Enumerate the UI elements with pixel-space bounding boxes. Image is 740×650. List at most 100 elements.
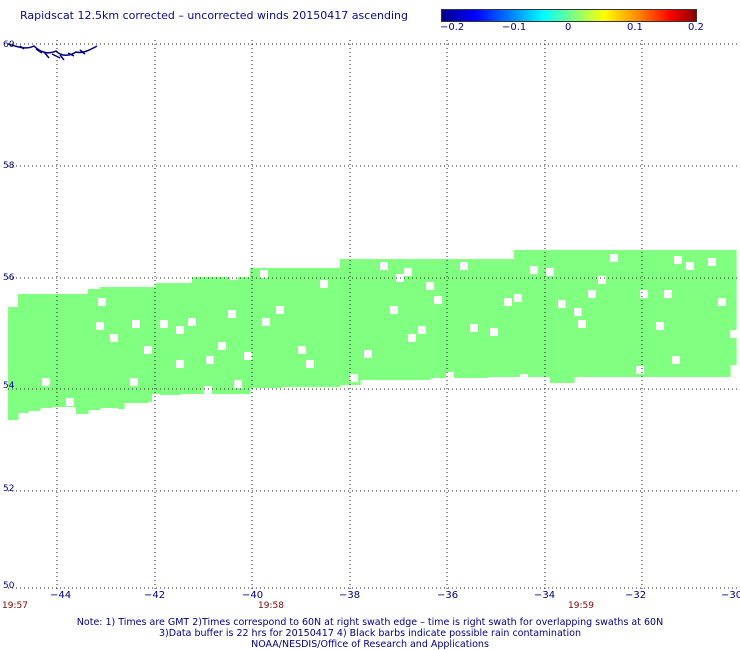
graticule (8, 40, 738, 590)
swath-gap (434, 296, 442, 304)
swath-gap (520, 374, 528, 382)
swath-gap (188, 318, 196, 326)
colorbar-label: −0.2 (440, 22, 465, 33)
swath-gap (234, 380, 242, 388)
swath-cell (76, 294, 89, 414)
swath-gap (98, 298, 106, 306)
swath-gap (470, 324, 478, 332)
swath-cell (526, 250, 539, 377)
swath-cell (598, 250, 611, 377)
swath-cell (168, 283, 181, 395)
swath-cell (136, 287, 149, 403)
colorbar-label: 0 (565, 22, 572, 33)
swath-gap (130, 378, 138, 386)
swath-cell (500, 259, 515, 377)
swath-gap (160, 320, 168, 328)
lon-label: −40 (242, 590, 264, 601)
swath-gap (110, 408, 118, 416)
lon-label: −32 (625, 590, 647, 601)
swath-gap (674, 256, 682, 264)
swath-cell (8, 307, 19, 420)
swath-gap (664, 290, 672, 298)
swath-gap (260, 270, 268, 278)
lon-label: −30 (721, 590, 740, 601)
swath-cell (430, 259, 441, 378)
swath-gap (514, 294, 522, 302)
swath-cell (670, 250, 683, 377)
time-label: 19:58 (258, 601, 284, 611)
swath-cell (294, 268, 307, 387)
swath-cell (610, 250, 623, 377)
swath-gap (206, 356, 214, 364)
colorbar (441, 9, 697, 22)
swath-gap (530, 266, 538, 274)
wind-swath (8, 250, 737, 420)
swath-gap (390, 306, 398, 314)
swath-cell (730, 250, 737, 365)
swath-gap (546, 268, 554, 276)
swath-cell (28, 294, 41, 411)
swath-gap (598, 276, 606, 284)
swath-gap (426, 282, 434, 290)
lon-label: −44 (50, 590, 72, 601)
lon-label: −34 (534, 590, 556, 601)
lat-label: 54 (3, 381, 15, 391)
lat-label: 52 (3, 484, 15, 494)
swath-gap (708, 258, 716, 266)
swath-gap (418, 326, 426, 334)
swath-cell (622, 250, 635, 377)
swath-gap (364, 350, 372, 358)
swath-gap (218, 342, 226, 350)
swath-gap (408, 334, 416, 342)
colorbar-label: −0.1 (502, 22, 527, 33)
swath-cell (550, 250, 563, 383)
swath-gap (244, 352, 252, 360)
swath-cell (682, 250, 695, 377)
swath-cell (40, 294, 53, 408)
footnote-line: NOAA/NESDIS/Office of Research and Appli… (251, 639, 489, 650)
coastline (7, 43, 98, 61)
swath-cell (440, 259, 453, 378)
footnote-line: 3)Data buffer is 22 hrs for 20150417 4) … (159, 628, 581, 639)
swath-cell (340, 259, 351, 385)
swath-gap (42, 378, 50, 386)
swath-gap (578, 320, 586, 328)
swath-gap (672, 356, 680, 364)
swath-cell (228, 277, 241, 394)
swath-cell (64, 294, 77, 407)
swath-gap (66, 398, 74, 406)
swath-gap (204, 386, 212, 394)
swath-gap (350, 374, 358, 382)
swath-gap (54, 410, 62, 418)
swath-cell (562, 250, 575, 383)
swath-cell (112, 287, 125, 409)
swath-gap (686, 262, 694, 270)
swath-gap (588, 290, 596, 298)
swath-cell (148, 287, 157, 402)
swath-gap (276, 306, 284, 314)
time-label: 19:59 (568, 601, 594, 611)
swath-cell (718, 250, 731, 377)
swath-cell (464, 259, 477, 378)
swath-cell (306, 268, 319, 387)
swath-gap (730, 330, 738, 338)
swath-gap (176, 360, 184, 368)
swath-gap (446, 372, 454, 380)
swath-cell (360, 259, 373, 380)
time-label: 19:57 (2, 601, 28, 611)
lat-label: 56 (3, 273, 15, 283)
lat-label: 50 (3, 581, 15, 591)
swath-gap (152, 394, 160, 402)
swath-cell (706, 250, 719, 377)
lon-label: −38 (339, 590, 361, 601)
swath-gap (574, 308, 582, 316)
swath-cell (100, 287, 113, 408)
swath-cell (124, 287, 137, 403)
swath-gap (490, 328, 498, 336)
footnote-line: Note: 1) Times are GMT 2)Times correspon… (76, 617, 664, 628)
lon-label: −42 (144, 590, 166, 601)
colorbar-label: 0.2 (688, 22, 704, 33)
swath-cell (240, 277, 251, 394)
swath-gaps (42, 254, 738, 418)
